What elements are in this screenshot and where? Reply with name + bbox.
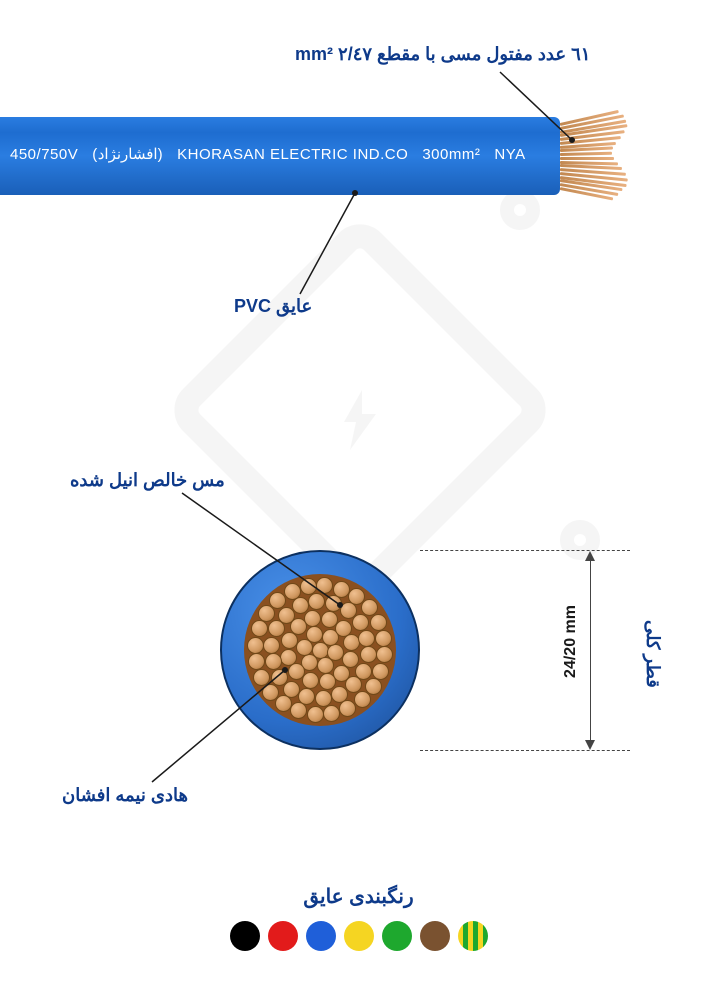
dim-extension-bottom — [420, 750, 630, 751]
conductor-wire — [280, 649, 297, 666]
dim-vertical — [590, 555, 591, 745]
conductor-wire — [343, 634, 360, 651]
conductor-wire — [251, 620, 268, 637]
cable-brand-en: KHORASAN ELECTRIC IND.CO — [177, 146, 408, 163]
cable-exposed-strands — [560, 121, 640, 191]
conductor-wire — [307, 706, 324, 723]
cable-size: 300mm² — [422, 146, 480, 163]
conductor-wire — [300, 578, 317, 595]
conductor-wire — [316, 577, 333, 594]
cable-print-text: 450/750V (افشارنژاد) KHORASAN ELECTRIC I… — [10, 145, 526, 163]
conductor-wire — [292, 597, 309, 614]
conductor-wire — [376, 646, 393, 663]
label-semi-flex-conductor: هادی نیمه افشان — [62, 785, 188, 806]
conductor-wire — [308, 593, 325, 610]
label-annealed-copper: مس خالص انیل شده — [70, 470, 225, 491]
conductor-wire — [352, 614, 369, 631]
cable-brand-fa: (افشارنژاد) — [92, 146, 163, 163]
color-options: رنگبندی عایق — [226, 884, 492, 951]
conductor-wire — [265, 653, 282, 670]
conductor-wire — [302, 672, 319, 689]
conductor-wire — [275, 695, 292, 712]
dim-extension-top — [420, 550, 630, 551]
conductor-wire — [317, 657, 334, 674]
color-swatch — [306, 921, 336, 951]
cable-voltage: 450/750V — [10, 146, 78, 163]
conductor-wire — [262, 684, 279, 701]
color-swatch — [344, 921, 374, 951]
color-swatch — [268, 921, 298, 951]
conductor-wire — [248, 653, 265, 670]
cross-section-wire-bundle — [244, 574, 396, 726]
conductor-wire — [360, 646, 377, 663]
cable-cross-section — [220, 550, 420, 750]
color-swatch — [420, 921, 450, 951]
cable-side-view: 450/750V (افشارنژاد) KHORASAN ELECTRIC I… — [0, 117, 600, 195]
color-swatch — [382, 921, 412, 951]
conductor-wire — [358, 630, 375, 647]
cable-type: NYA — [494, 146, 525, 163]
dim-arrow-down-icon — [585, 740, 595, 750]
dim-arrow-up-icon — [585, 551, 595, 561]
conductor-wire — [263, 637, 280, 654]
dimension-value: 24/20 mm — [562, 605, 580, 678]
conductor-wire — [372, 663, 389, 680]
swatch-row — [226, 921, 492, 951]
conductor-wire — [306, 626, 323, 643]
conductor-wire — [323, 705, 340, 722]
conductor-wire — [370, 614, 387, 631]
color-swatch — [458, 921, 488, 951]
colors-title: رنگبندی عایق — [226, 884, 492, 909]
dimension-side-label: قطر کلی — [642, 620, 664, 688]
color-swatch — [230, 921, 260, 951]
label-strand-spec: ٦١ عدد مفتول مسی با مقطع ٢/٤٧ mm² — [295, 44, 590, 65]
conductor-wire — [339, 700, 356, 717]
conductor-wire — [375, 630, 392, 647]
label-pvc: عایق PVC — [234, 296, 312, 317]
conductor-wire — [284, 583, 301, 600]
conductor-wire — [290, 702, 307, 719]
conductor-wire — [354, 691, 371, 708]
conductor-wire — [304, 610, 321, 627]
conductor-wire — [247, 637, 264, 654]
